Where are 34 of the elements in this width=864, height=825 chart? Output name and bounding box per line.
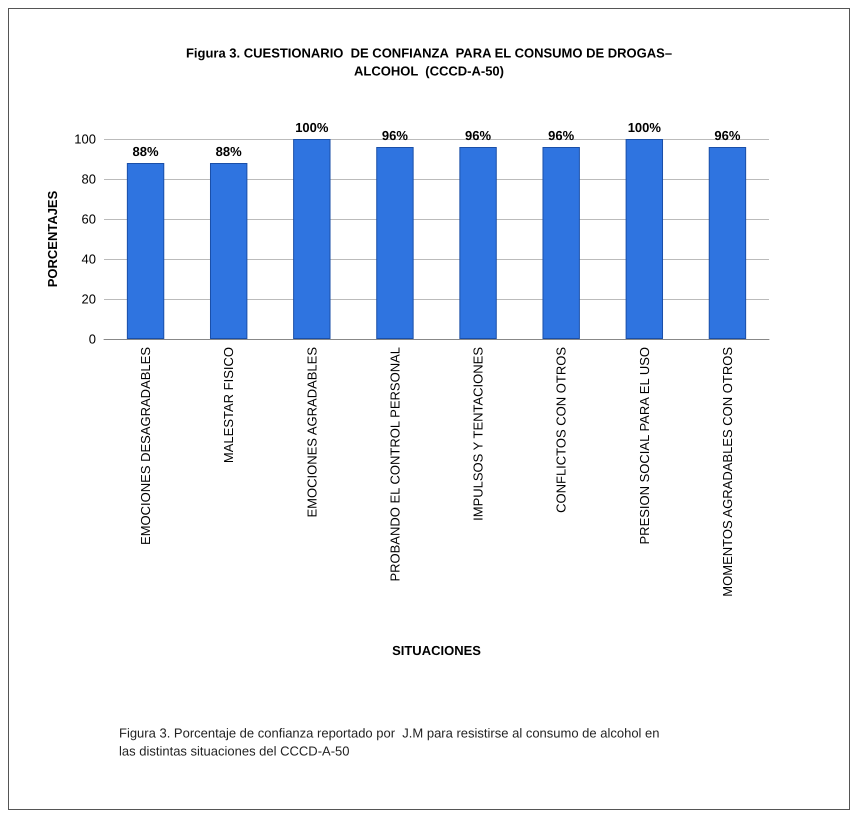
y-tick-label: 80 — [82, 172, 96, 186]
y-axis-title: PORCENTAJES — [45, 190, 60, 288]
bar — [626, 139, 664, 339]
y-tick-label: 0 — [88, 332, 96, 346]
x-tick-label: MOMENTOS AGRADABLES CON OTROS — [720, 346, 735, 597]
text: Figura 3. Porcentaje de confianza reportado por J.M para resistirse al consumo de alcohol en las distintas situaciones del CCCD-A-50 — [119, 726, 664, 758]
y-tick-label: 40 — [82, 252, 96, 266]
data-label: 100% — [295, 120, 329, 135]
data-label: 96% — [382, 128, 408, 143]
y-tick-label: 60 — [82, 212, 96, 226]
data-label: 96% — [714, 128, 741, 143]
bar — [542, 147, 580, 339]
bar — [708, 147, 746, 339]
data-label: 88% — [132, 144, 160, 159]
x-tick-label: MALESTAR FISICO — [221, 347, 236, 464]
data-label: 100% — [628, 120, 662, 135]
x-tick-label: IMPULSOS Y TENTACIONES — [470, 346, 486, 521]
bar — [459, 147, 497, 339]
bar — [210, 163, 248, 339]
bar — [126, 163, 164, 339]
data-label: 88% — [216, 144, 242, 159]
x-tick-label: PROBANDO EL CONTROL PERSONAL — [387, 347, 402, 582]
x-tick-label: EMOCIONES DESAGRADABLES — [138, 346, 154, 545]
bar — [293, 139, 331, 339]
data-label: 96% — [465, 128, 492, 143]
x-tick-label: EMOCIONES AGRADABLES — [304, 346, 320, 518]
data-label: 96% — [548, 128, 575, 143]
y-tick-label: 100 — [74, 132, 96, 146]
y-tick-label: 20 — [82, 292, 96, 306]
x-tick-label: CONFLICTOS CON OTROS — [554, 346, 569, 513]
chart-title: Figura 3. CUESTIONARIO DE CONFIANZA PARA EL CONSUMO DE DROGAS– ALCOHOL (CCCD-A-50) — [186, 46, 672, 78]
bar — [376, 147, 414, 339]
x-tick-label: PRESION SOCIAL PARA EL USO — [636, 347, 652, 544]
x-axis-title: SITUACIONES — [392, 643, 482, 658]
